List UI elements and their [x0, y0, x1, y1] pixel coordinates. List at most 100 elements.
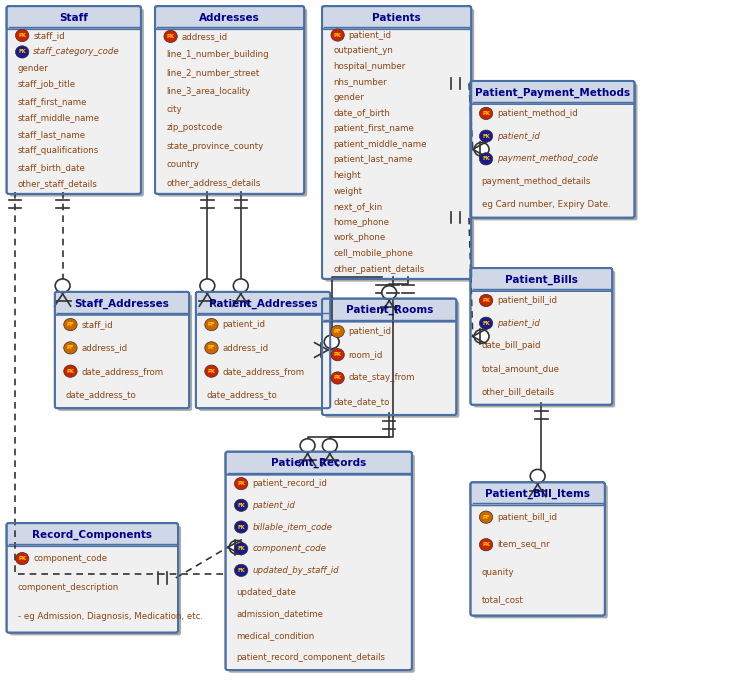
Text: PF: PF — [66, 346, 74, 350]
Text: PF: PF — [66, 322, 74, 327]
Text: Staff: Staff — [60, 13, 88, 23]
Circle shape — [479, 130, 492, 142]
Text: staff_id: staff_id — [34, 31, 65, 40]
FancyBboxPatch shape — [199, 294, 333, 411]
FancyBboxPatch shape — [322, 298, 457, 322]
FancyBboxPatch shape — [471, 81, 635, 104]
FancyBboxPatch shape — [473, 270, 615, 408]
FancyBboxPatch shape — [325, 9, 474, 281]
Text: payment_method_details: payment_method_details — [481, 177, 591, 186]
FancyBboxPatch shape — [7, 6, 141, 194]
Text: date_of_birth: date_of_birth — [333, 109, 390, 117]
Text: PK: PK — [18, 33, 26, 38]
FancyBboxPatch shape — [196, 292, 330, 408]
Circle shape — [64, 318, 77, 331]
Circle shape — [16, 553, 29, 565]
Circle shape — [233, 279, 248, 292]
Text: nhs_number: nhs_number — [333, 77, 387, 86]
Circle shape — [474, 143, 489, 156]
Text: FK: FK — [238, 503, 245, 508]
Text: staff_middle_name: staff_middle_name — [18, 113, 100, 122]
Circle shape — [479, 294, 492, 307]
Circle shape — [235, 499, 248, 512]
Text: PK: PK — [482, 298, 490, 303]
Text: staff_id: staff_id — [81, 320, 113, 329]
Circle shape — [235, 542, 248, 555]
Circle shape — [381, 285, 396, 299]
Text: patient_middle_name: patient_middle_name — [333, 140, 427, 149]
Text: other_patient_details: other_patient_details — [333, 264, 425, 274]
FancyBboxPatch shape — [155, 6, 304, 29]
Circle shape — [324, 335, 339, 348]
Text: date_address_to: date_address_to — [66, 390, 137, 399]
Text: patient_record_component_details: patient_record_component_details — [237, 653, 386, 662]
Text: height: height — [333, 171, 361, 180]
Circle shape — [205, 365, 218, 377]
Text: FK: FK — [482, 156, 490, 161]
Text: item_seq_nr: item_seq_nr — [497, 540, 550, 549]
Text: patient_id: patient_id — [349, 327, 392, 336]
Text: PK: PK — [482, 111, 490, 116]
Text: line_2_number_street: line_2_number_street — [166, 68, 259, 77]
Text: date_date_to: date_date_to — [333, 397, 390, 406]
Circle shape — [200, 279, 215, 292]
Text: staff_job_title: staff_job_title — [18, 81, 76, 89]
Circle shape — [16, 29, 29, 42]
FancyBboxPatch shape — [471, 268, 612, 291]
FancyBboxPatch shape — [226, 451, 412, 475]
Text: patient_bill_id: patient_bill_id — [497, 296, 557, 305]
Text: updated_date: updated_date — [237, 587, 297, 596]
Circle shape — [331, 372, 344, 384]
FancyBboxPatch shape — [473, 485, 608, 618]
Text: patient_id: patient_id — [253, 501, 295, 510]
Text: date_bill_paid: date_bill_paid — [481, 342, 541, 350]
Text: patient_record_id: patient_record_id — [253, 479, 327, 488]
Text: Record_Components: Record_Components — [32, 529, 152, 540]
FancyBboxPatch shape — [58, 294, 192, 411]
Text: billable_item_code: billable_item_code — [253, 522, 332, 531]
Text: FK: FK — [238, 546, 245, 551]
FancyBboxPatch shape — [471, 268, 612, 405]
Text: Staff_Addresses: Staff_Addresses — [74, 298, 169, 309]
Text: patient_id: patient_id — [349, 31, 392, 40]
Text: other_address_details: other_address_details — [166, 178, 261, 187]
Text: date_address_from: date_address_from — [81, 367, 164, 376]
Text: home_phone: home_phone — [333, 218, 389, 227]
Text: payment_method_code: payment_method_code — [497, 154, 598, 163]
Circle shape — [55, 279, 70, 292]
Circle shape — [479, 539, 492, 550]
Text: work_phone: work_phone — [333, 234, 385, 242]
Circle shape — [479, 153, 492, 165]
Text: other_bill_details: other_bill_details — [481, 387, 555, 396]
FancyBboxPatch shape — [7, 523, 178, 632]
Text: patient_id: patient_id — [223, 320, 265, 329]
Circle shape — [479, 107, 492, 120]
Text: FK: FK — [238, 525, 245, 529]
Circle shape — [235, 521, 248, 533]
FancyBboxPatch shape — [55, 292, 189, 315]
Text: room_id: room_id — [349, 350, 383, 359]
Circle shape — [205, 318, 218, 331]
Text: outpatient_yn: outpatient_yn — [333, 46, 393, 55]
FancyBboxPatch shape — [229, 454, 415, 673]
Text: date_stay_from: date_stay_from — [349, 374, 415, 382]
Text: Patients: Patients — [372, 13, 421, 23]
FancyBboxPatch shape — [473, 84, 638, 221]
Text: address_id: address_id — [81, 344, 127, 352]
Text: PF: PF — [334, 329, 341, 334]
Circle shape — [64, 365, 77, 377]
Circle shape — [474, 330, 489, 343]
Circle shape — [331, 29, 344, 41]
Text: component_description: component_description — [18, 583, 119, 592]
FancyBboxPatch shape — [158, 9, 307, 197]
Text: total_amount_due: total_amount_due — [481, 364, 559, 373]
Text: country: country — [166, 160, 199, 169]
Text: address_id: address_id — [182, 32, 228, 41]
FancyBboxPatch shape — [322, 298, 457, 415]
Text: date_address_from: date_address_from — [223, 367, 305, 376]
Text: FK: FK — [482, 134, 490, 139]
Text: other_staff_details: other_staff_details — [18, 179, 98, 188]
FancyBboxPatch shape — [10, 526, 181, 635]
Circle shape — [235, 477, 248, 490]
Text: state_province_county: state_province_county — [166, 141, 264, 151]
